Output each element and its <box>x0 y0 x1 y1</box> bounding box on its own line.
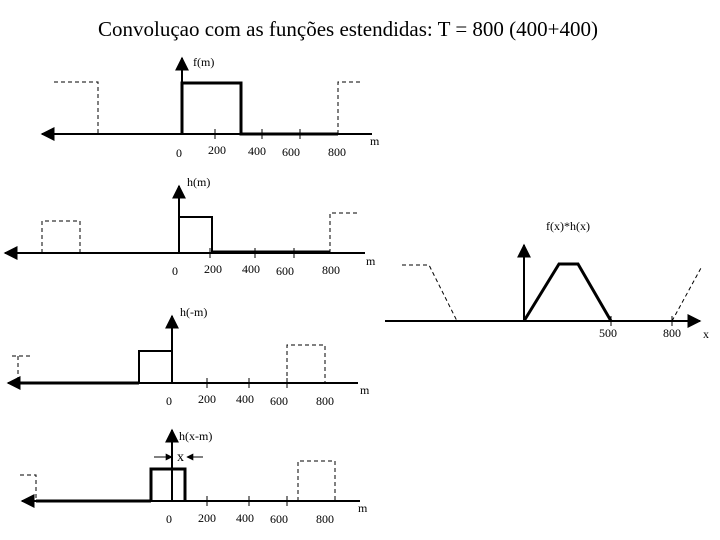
hneg-tick-label-0: 0 <box>166 394 172 408</box>
shift-x-label: x <box>177 450 184 465</box>
h-ylabel: h(m) <box>187 175 210 189</box>
h-xlabel: m <box>366 254 376 268</box>
slide-title: Convoluçao com as funções estendidas: T … <box>98 17 598 41</box>
hshift-tick-label-0: 0 <box>166 512 172 526</box>
f-tick-label-200: 200 <box>208 143 226 157</box>
conv-trapezoid <box>522 262 613 322</box>
panel-h-of-m: h(m) 0 200 400 600 800 m <box>3 175 376 278</box>
hshift-xlabel: m <box>358 501 368 515</box>
h-tick-label-400: 400 <box>242 262 260 276</box>
hshift-pulse <box>149 467 187 501</box>
f-periodic-right <box>337 81 362 134</box>
hshift-periodic-left <box>20 474 37 501</box>
hneg-pulse <box>138 350 172 383</box>
hshift-tick-label-800: 800 <box>316 512 334 526</box>
f-tick-label-0: 0 <box>176 146 182 160</box>
hneg-periodic-right <box>286 344 326 383</box>
h-tick-label-0: 0 <box>172 264 178 278</box>
hshift-tick-label-400: 400 <box>236 511 254 525</box>
hshift-tick-label-600: 600 <box>270 512 288 526</box>
panel-h-of-x-minus-m: h(x-m) x 0 200 400 600 800 m <box>20 428 368 526</box>
conv-xlabel: x <box>703 327 709 341</box>
panel-h-of-neg-m: h(-m) 0 200 400 600 800 m <box>6 305 370 408</box>
f-pulse <box>180 81 338 136</box>
h-tick-label-600: 600 <box>276 264 294 278</box>
hneg-tick-label-400: 400 <box>236 392 254 406</box>
h-tick-label-200: 200 <box>204 262 222 276</box>
f-tick-label-400: 400 <box>248 144 266 158</box>
panel-convolution-result: f(x)*h(x) 500 800 x <box>385 219 709 341</box>
f-tick-label-600: 600 <box>282 145 300 159</box>
hneg-xlabel: m <box>360 383 370 397</box>
conv-ylabel: f(x)*h(x) <box>546 219 590 233</box>
f-xlabel: m <box>370 134 380 148</box>
panel-f-of-m: f(m) 0 200 400 600 800 m <box>40 55 380 160</box>
hneg-tick-label-600: 600 <box>270 394 288 408</box>
conv-periodic-right <box>671 267 702 322</box>
f-periodic-left <box>54 81 99 134</box>
hneg-tick-label-200: 200 <box>198 392 216 406</box>
h-periodic-left <box>41 220 81 253</box>
hneg-tick-label-800: 800 <box>316 394 334 408</box>
f-ylabel: f(m) <box>193 55 214 69</box>
conv-periodic-left <box>402 264 458 322</box>
conv-tick-label-800: 800 <box>663 326 681 340</box>
h-pulse <box>178 216 213 253</box>
f-tick-label-800: 800 <box>328 145 346 159</box>
hshift-tick-label-200: 200 <box>198 511 216 525</box>
hshift-ylabel: h(x-m) <box>179 429 212 443</box>
conv-tick-label-500: 500 <box>599 326 617 340</box>
hshift-periodic-right <box>297 460 336 501</box>
h-tick-label-800: 800 <box>322 263 340 277</box>
h-periodic-right <box>329 212 360 253</box>
hneg-ylabel: h(-m) <box>180 305 207 319</box>
